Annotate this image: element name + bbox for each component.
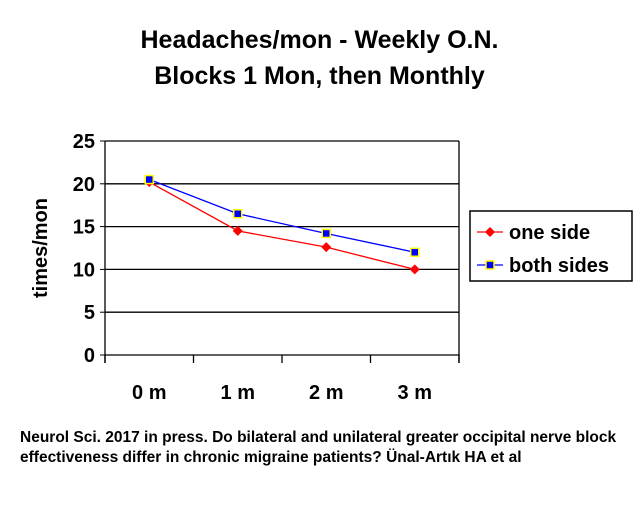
series-line-both-sides xyxy=(149,178,415,253)
x-tick-label: 1 m xyxy=(221,382,255,404)
data-point-one-side xyxy=(321,242,332,253)
series-line-one-side xyxy=(148,181,415,271)
legend-label: both sides xyxy=(509,255,609,277)
data-point-both-sides xyxy=(321,228,331,239)
y-tick-label: 5 xyxy=(84,302,95,324)
source-citation: Neurol Sci. 2017 in press. Do bilateral … xyxy=(20,429,617,466)
legend-marker xyxy=(485,227,495,237)
y-tick-label: 25 xyxy=(73,131,95,153)
data-point-both-sides xyxy=(144,174,154,185)
data-point-one-side xyxy=(409,264,420,275)
y-tick-label: 15 xyxy=(73,217,95,239)
legend-label: one side xyxy=(509,222,590,244)
data-point-one-side xyxy=(232,225,243,236)
x-tick-label: 3 m xyxy=(398,382,432,404)
chart-title-line-2: Blocks 1 Mon, then Monthly xyxy=(154,62,485,90)
x-tick-label: 2 m xyxy=(309,382,343,404)
y-tick-label: 0 xyxy=(84,345,95,367)
data-point-both-sides xyxy=(410,247,420,258)
y-axis-label: times/mon xyxy=(30,198,52,298)
y-tick-label: 10 xyxy=(73,259,95,281)
chart-title-line-1: Headaches/mon - Weekly O.N. xyxy=(140,26,499,54)
y-tick-label: 20 xyxy=(73,174,95,196)
legend-marker xyxy=(485,260,495,270)
legend-box xyxy=(469,210,633,282)
data-point-both-sides xyxy=(233,209,243,219)
x-tick-label: 0 m xyxy=(132,382,166,404)
